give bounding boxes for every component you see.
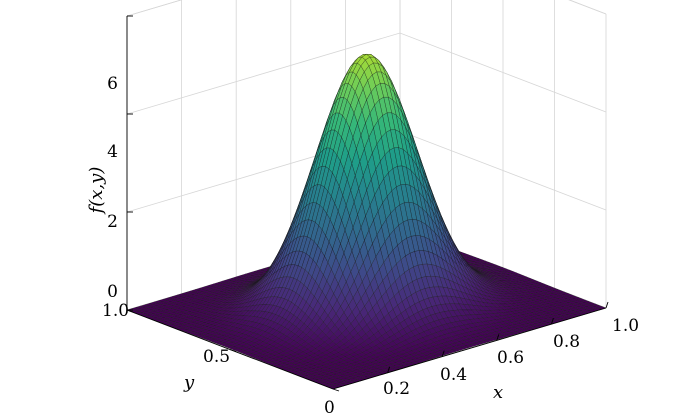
y-tick <box>229 349 237 352</box>
y-tick <box>126 309 134 313</box>
z-axis-label: f(x,y) <box>86 167 107 216</box>
x-tick-label: 0.6 <box>497 348 524 368</box>
x-tick-label: 0.8 <box>553 332 580 352</box>
grid-line <box>568 0 607 15</box>
grid-line <box>126 0 183 17</box>
x-tick <box>496 334 500 341</box>
x-tick-label: 1.0 <box>612 316 639 336</box>
z-tick-label: 2 <box>107 212 118 232</box>
y-axis-label: y <box>183 372 195 393</box>
axes <box>126 15 609 392</box>
x-tick-label: 0.2 <box>383 379 410 399</box>
x-tick <box>387 366 391 373</box>
y-tick-label: 0 <box>324 398 335 418</box>
z-tick-label: 4 <box>107 142 118 162</box>
z-tick-label: 0 <box>107 282 118 302</box>
z-tick-label: 6 <box>107 74 118 94</box>
x-axis-label: x <box>493 382 503 403</box>
x-axis-line <box>332 307 607 390</box>
surface-mesh <box>126 53 607 390</box>
x-tick <box>605 301 609 309</box>
y-tick-label: 1.0 <box>102 301 129 321</box>
y-tick <box>332 388 340 392</box>
x-tick <box>441 350 445 357</box>
x-tick <box>550 318 554 325</box>
x-tick-label: 0.4 <box>440 365 467 385</box>
grid-line <box>126 32 607 115</box>
grid-line <box>126 0 607 17</box>
y-tick-label: 0.5 <box>203 347 230 367</box>
